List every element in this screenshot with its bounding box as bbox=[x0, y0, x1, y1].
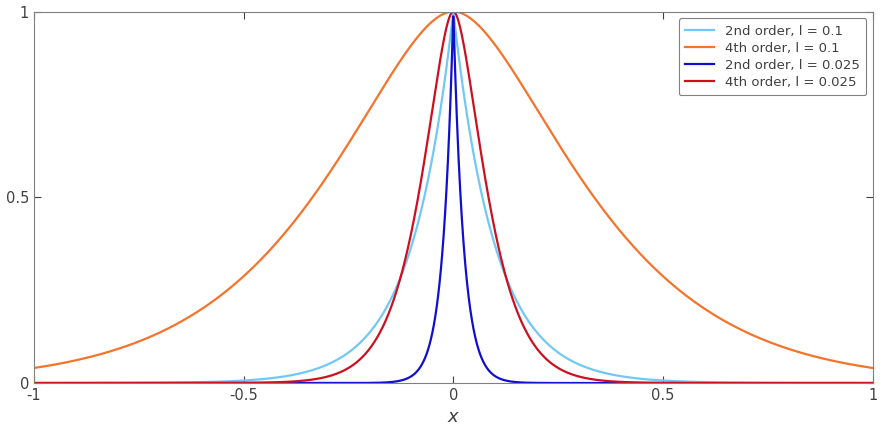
4th order, l = 0.1 bbox=[125, 343, 135, 348]
4th order, l = 0.025 bbox=[851, 381, 862, 386]
2nd order, l = 0.1 bbox=[449, 10, 459, 16]
2nd order, l = 0.025 bbox=[174, 381, 185, 386]
2nd order, l = 0.1 bbox=[174, 380, 185, 385]
2nd order, l = 0.025 bbox=[28, 381, 39, 386]
2nd order, l = 0.1 bbox=[351, 344, 361, 349]
4th order, l = 0.1 bbox=[351, 130, 361, 135]
4th order, l = 0.025 bbox=[174, 381, 185, 386]
4th order, l = 0.1 bbox=[449, 9, 459, 14]
4th order, l = 0.1 bbox=[851, 363, 862, 368]
4th order, l = 0.025 bbox=[867, 381, 878, 386]
Legend: 2nd order, l = 0.1, 4th order, l = 0.1, 2nd order, l = 0.025, 4th order, l = 0.0: 2nd order, l = 0.1, 4th order, l = 0.1, … bbox=[678, 18, 866, 95]
Line: 4th order, l = 0.1: 4th order, l = 0.1 bbox=[34, 12, 872, 368]
2nd order, l = 0.025 bbox=[851, 381, 862, 386]
2nd order, l = 0.025 bbox=[761, 381, 772, 386]
4th order, l = 0.025 bbox=[387, 302, 397, 308]
Line: 4th order, l = 0.025: 4th order, l = 0.025 bbox=[34, 12, 872, 383]
4th order, l = 0.1 bbox=[761, 338, 772, 343]
2nd order, l = 0.025 bbox=[867, 381, 878, 386]
4th order, l = 0.1 bbox=[867, 365, 878, 371]
X-axis label: $x$: $x$ bbox=[447, 408, 460, 426]
2nd order, l = 0.1 bbox=[867, 381, 878, 386]
4th order, l = 0.025 bbox=[448, 9, 458, 14]
4th order, l = 0.025 bbox=[761, 381, 772, 386]
4th order, l = 0.025 bbox=[28, 381, 39, 386]
4th order, l = 0.1 bbox=[28, 365, 39, 371]
Line: 2nd order, l = 0.025: 2nd order, l = 0.025 bbox=[34, 16, 872, 383]
4th order, l = 0.1 bbox=[174, 320, 185, 325]
2nd order, l = 0.1 bbox=[387, 295, 397, 300]
2nd order, l = 0.1 bbox=[851, 381, 862, 386]
2nd order, l = 0.1 bbox=[125, 380, 135, 385]
4th order, l = 0.025 bbox=[351, 361, 361, 366]
2nd order, l = 0.025 bbox=[351, 381, 361, 386]
2nd order, l = 0.025 bbox=[449, 14, 459, 19]
2nd order, l = 0.025 bbox=[387, 379, 397, 384]
2nd order, l = 0.1 bbox=[761, 380, 772, 385]
Line: 2nd order, l = 0.1: 2nd order, l = 0.1 bbox=[34, 13, 872, 383]
4th order, l = 0.1 bbox=[387, 71, 397, 76]
2nd order, l = 0.025 bbox=[125, 381, 135, 386]
4th order, l = 0.025 bbox=[125, 381, 135, 386]
2nd order, l = 0.1 bbox=[28, 381, 39, 386]
